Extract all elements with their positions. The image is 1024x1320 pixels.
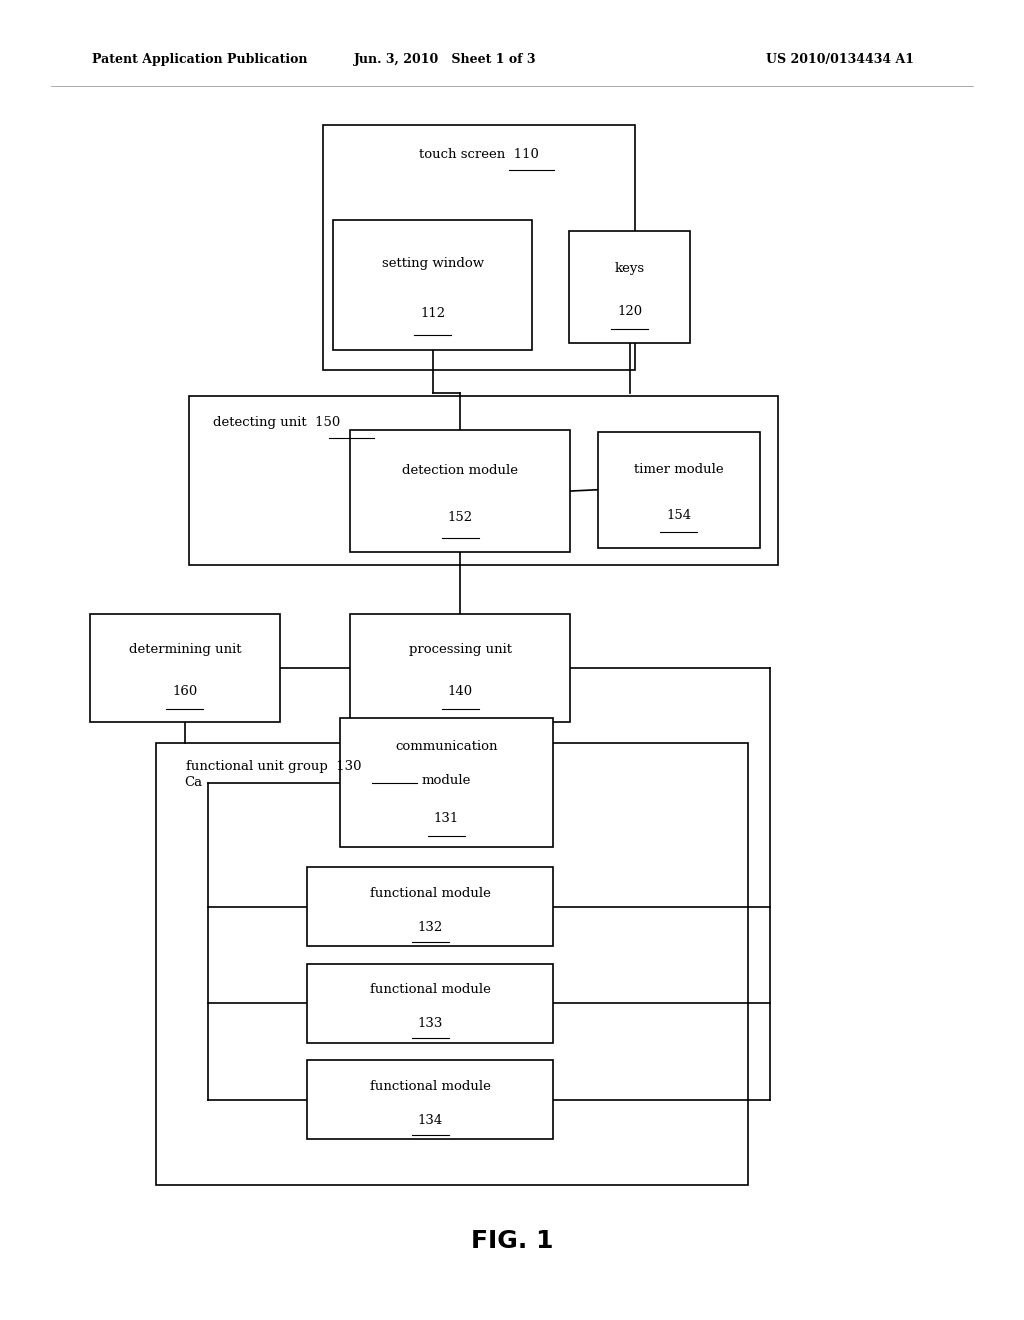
Text: detecting unit  150: detecting unit 150 <box>213 416 340 429</box>
Text: 152: 152 <box>447 511 473 524</box>
Text: 154: 154 <box>667 508 691 521</box>
Text: functional module: functional module <box>370 1080 490 1093</box>
Text: touch screen  110: touch screen 110 <box>419 148 539 161</box>
Bar <box>340 718 553 847</box>
Bar <box>307 867 553 946</box>
Text: processing unit: processing unit <box>409 643 512 656</box>
Text: 140: 140 <box>447 685 473 698</box>
Text: functional module: functional module <box>370 983 490 997</box>
Text: detection module: detection module <box>402 463 518 477</box>
Bar <box>156 743 748 1185</box>
Bar <box>350 430 570 552</box>
Text: communication: communication <box>395 741 498 752</box>
Text: timer module: timer module <box>634 463 724 477</box>
Text: Jun. 3, 2010   Sheet 1 of 3: Jun. 3, 2010 Sheet 1 of 3 <box>354 53 537 66</box>
Text: FIG. 1: FIG. 1 <box>471 1229 553 1253</box>
Text: 160: 160 <box>172 685 198 698</box>
Bar <box>350 614 570 722</box>
Text: 131: 131 <box>434 813 459 825</box>
Text: functional module: functional module <box>370 887 490 900</box>
Text: Ca: Ca <box>184 776 203 789</box>
Text: 133: 133 <box>418 1018 442 1031</box>
Text: 134: 134 <box>418 1114 442 1127</box>
Bar <box>569 231 690 343</box>
Bar <box>598 432 760 548</box>
Bar <box>333 220 532 350</box>
Text: Patent Application Publication: Patent Application Publication <box>92 53 307 66</box>
Bar <box>307 1060 553 1139</box>
Text: 112: 112 <box>420 308 445 319</box>
Bar <box>90 614 280 722</box>
Text: setting window: setting window <box>382 256 483 269</box>
Text: module: module <box>422 774 471 787</box>
Text: US 2010/0134434 A1: US 2010/0134434 A1 <box>766 53 913 66</box>
Text: functional unit group  130: functional unit group 130 <box>185 760 361 774</box>
Bar <box>323 125 635 370</box>
Text: keys: keys <box>614 261 645 275</box>
Text: 132: 132 <box>418 921 442 935</box>
Text: determining unit: determining unit <box>129 643 241 656</box>
Bar <box>189 396 778 565</box>
Bar <box>307 964 553 1043</box>
Text: 120: 120 <box>617 305 642 318</box>
